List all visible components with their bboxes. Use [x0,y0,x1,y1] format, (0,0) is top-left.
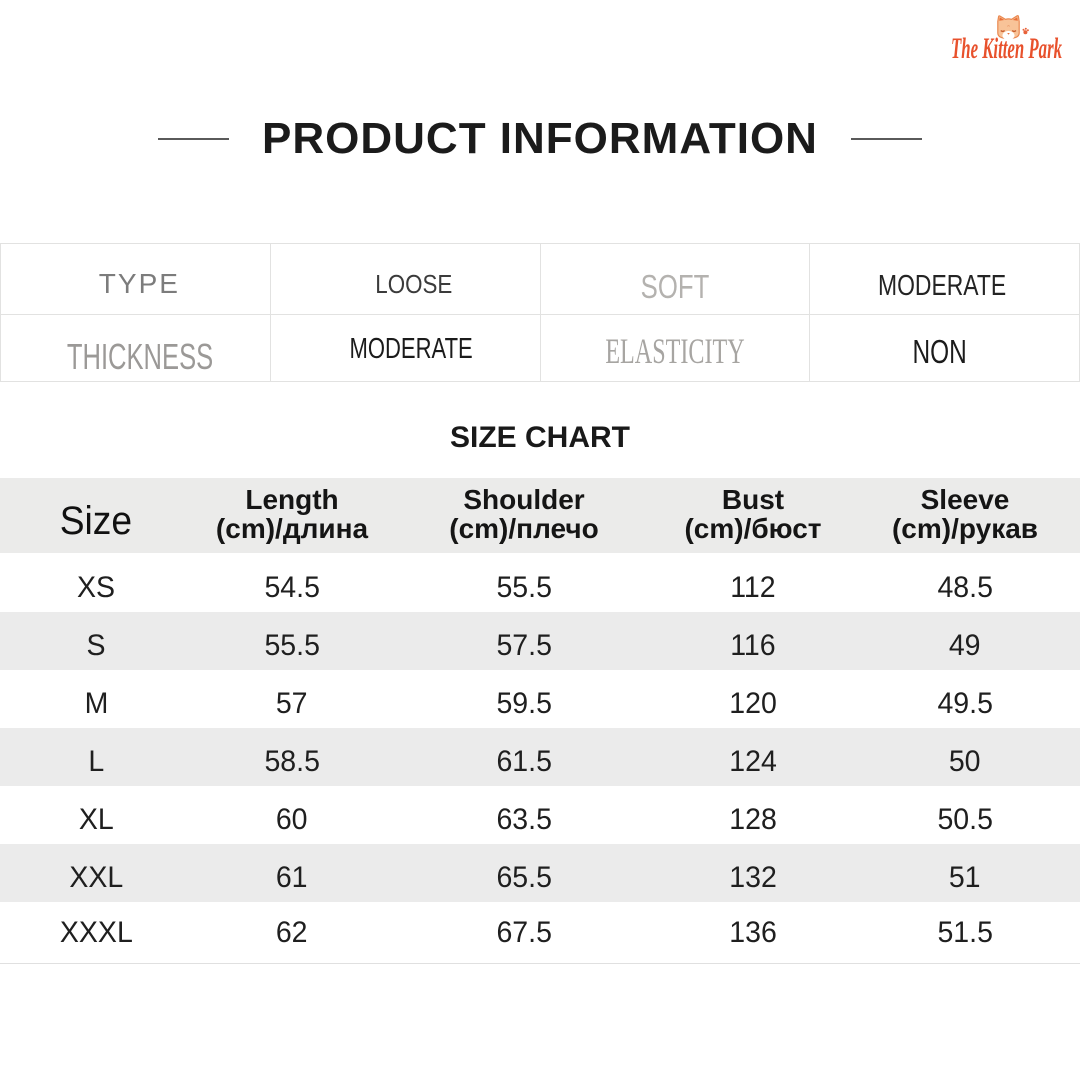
svg-text:The Kitten Park: The Kitten Park [951,32,1062,65]
